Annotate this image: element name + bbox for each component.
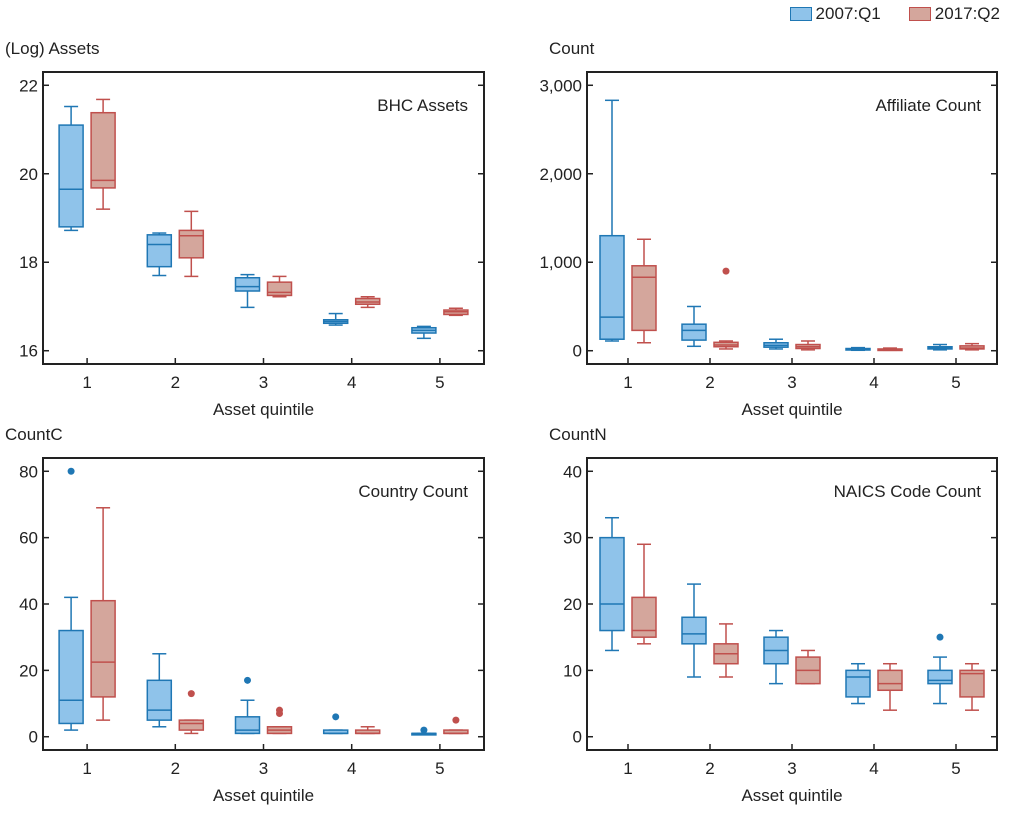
panel-1-xtick-label: 5 bbox=[435, 373, 444, 392]
panel-2-ytick-label: 1,000 bbox=[539, 253, 582, 272]
panel-3-ytick-label: 80 bbox=[19, 462, 38, 481]
panel-1-xtick-label: 3 bbox=[259, 373, 268, 392]
panel-2-frame bbox=[586, 71, 998, 365]
panel-4-title: NAICS Code Count bbox=[834, 482, 982, 501]
panel-1-s2-q3-box bbox=[266, 281, 293, 297]
panel-4-ytick-label: 20 bbox=[563, 595, 582, 614]
panel-3-s1-q4-outlier bbox=[332, 713, 340, 721]
panel-3-ytick-label: 40 bbox=[19, 595, 38, 614]
panel-1-s1-q2-box bbox=[146, 234, 173, 268]
panel-2-xtick-label: 2 bbox=[705, 373, 714, 392]
panel-2-s1-q1-box bbox=[599, 234, 625, 340]
panel-1-ylabel: (Log) Assets bbox=[5, 39, 100, 58]
panel-4-xtick-label: 2 bbox=[705, 759, 714, 778]
panel-3-s1-q5-outlier bbox=[420, 726, 428, 734]
panel-2-xtick-label: 4 bbox=[869, 373, 878, 392]
panel-3-s2-q2-outlier bbox=[187, 690, 195, 698]
panel-3-s1-q3-outlier bbox=[244, 676, 251, 684]
panel-1-xtick-label: 4 bbox=[347, 373, 356, 392]
panel-4-s1-q2-box bbox=[681, 616, 707, 645]
panel-1-s2-q2-box bbox=[178, 229, 205, 259]
panel-3-ytick-label: 20 bbox=[19, 661, 38, 680]
panel-4-xtick-label: 5 bbox=[951, 759, 960, 778]
panel-4-xtick-label: 3 bbox=[787, 759, 796, 778]
panel-3-ytick-label: 0 bbox=[29, 728, 38, 747]
panel-4-ytick-label: 40 bbox=[563, 462, 582, 481]
panel-3-s2-q2-box bbox=[178, 719, 205, 731]
panel-3-s2-q1-box bbox=[90, 599, 116, 698]
panel-3-ylabel: CountC bbox=[5, 425, 63, 444]
legend-label-2017: 2017:Q2 bbox=[934, 4, 1000, 23]
panel-2-xtick-label: 1 bbox=[623, 373, 632, 392]
legend-item-2017: 2017:Q2 bbox=[908, 4, 1000, 24]
panel-1-s1-q1-box bbox=[58, 124, 84, 228]
legend-label-2007: 2007:Q1 bbox=[815, 4, 881, 23]
panel-3-s1-q2-box bbox=[146, 679, 173, 721]
panel-1-ytick-label: 16 bbox=[19, 342, 38, 361]
panel-3-xtick-label: 1 bbox=[82, 759, 91, 778]
panel-1-xtick-label: 2 bbox=[171, 373, 180, 392]
panel-3-xtick-label: 3 bbox=[259, 759, 268, 778]
panel-3-xlabel: Asset quintile bbox=[213, 786, 314, 805]
panel-4-s2-q4-box bbox=[877, 669, 903, 692]
panel-2-ytick-label: 0 bbox=[573, 342, 582, 361]
panel-2-ytick-label: 3,000 bbox=[539, 76, 582, 95]
panel-3-s1-q1-outlier bbox=[67, 467, 75, 475]
panel-4-ytick-label: 0 bbox=[573, 728, 582, 747]
panel-4-ytick-label: 30 bbox=[563, 529, 582, 548]
panel-4-s1-q5-box bbox=[927, 669, 953, 685]
panel-3-ytick-label: 60 bbox=[19, 529, 38, 548]
panel-4-xtick-label: 1 bbox=[623, 759, 632, 778]
panel-2-xlabel: Asset quintile bbox=[741, 400, 842, 419]
panel-4-s1-q1-box bbox=[599, 536, 625, 632]
panel-1-ytick-label: 22 bbox=[19, 76, 38, 95]
legend-item-2007: 2007:Q1 bbox=[789, 4, 881, 24]
panel-1-xlabel: Asset quintile bbox=[213, 400, 314, 419]
panel-2-ytick-label: 2,000 bbox=[539, 165, 582, 184]
panel-4-ylabel: CountN bbox=[549, 425, 607, 444]
panel-2-xtick-label: 3 bbox=[787, 373, 796, 392]
panel-1-xtick-label: 1 bbox=[82, 373, 91, 392]
panel-2-s1-q2-box bbox=[681, 323, 707, 341]
legend-swatch-2007 bbox=[789, 7, 812, 21]
panel-3-s1-q1-box bbox=[58, 629, 84, 725]
panel-3-s2-q5-outlier bbox=[452, 716, 460, 724]
panel-4-s1-q4-box bbox=[845, 669, 871, 698]
panel-3-xtick-label: 5 bbox=[435, 759, 444, 778]
panel-3-title: Country Count bbox=[358, 482, 468, 501]
panel-2-s2-q1-box bbox=[631, 265, 657, 332]
panel-3-frame bbox=[42, 457, 485, 751]
panel-1-ytick-label: 18 bbox=[19, 253, 38, 272]
panel-4-xtick-label: 4 bbox=[869, 759, 878, 778]
panel-4-s1-q5-outlier bbox=[936, 633, 944, 641]
panel-3-xtick-label: 2 bbox=[171, 759, 180, 778]
panel-4-xlabel: Asset quintile bbox=[741, 786, 842, 805]
panel-3-xtick-label: 4 bbox=[347, 759, 356, 778]
panel-4-s2-q5-box bbox=[959, 669, 985, 698]
panel-1-title: BHC Assets bbox=[377, 96, 468, 115]
panel-4-frame bbox=[586, 457, 998, 751]
panel-4-ytick-label: 10 bbox=[563, 661, 582, 680]
panel-2-xtick-label: 5 bbox=[951, 373, 960, 392]
panel-2-ylabel: Count bbox=[549, 39, 595, 58]
panel-1-s1-q3-box bbox=[234, 276, 261, 292]
legend-swatch-2017 bbox=[908, 7, 931, 21]
panel-2-title: Affiliate Count bbox=[875, 96, 981, 115]
panel-3-s1-q3-box bbox=[234, 716, 261, 735]
panel-3-s2-q3-outlier bbox=[276, 706, 283, 714]
legend: 2007:Q1 2017:Q2 bbox=[789, 4, 1000, 24]
panel-1-ytick-label: 20 bbox=[19, 165, 38, 184]
panel-1-frame bbox=[42, 71, 485, 365]
panel-2-s2-q2-outlier bbox=[722, 267, 730, 275]
panel-1-s2-q1-box bbox=[90, 111, 116, 189]
